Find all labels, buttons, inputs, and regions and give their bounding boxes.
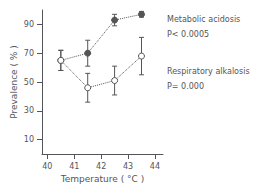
svg-text:10: 10	[24, 135, 34, 144]
svg-text:30: 30	[24, 106, 34, 115]
svg-text:Respiratory alkalosis: Respiratory alkalosis	[167, 67, 250, 76]
svg-text:P= 0.000: P= 0.000	[167, 82, 204, 91]
svg-text:P< 0.0005: P< 0.0005	[167, 30, 209, 39]
svg-text:90: 90	[24, 20, 34, 29]
svg-text:70: 70	[24, 49, 34, 58]
svg-text:42: 42	[96, 162, 106, 171]
svg-text:40: 40	[42, 162, 52, 171]
svg-text:41: 41	[69, 162, 79, 171]
svg-text:Temperature ( °C ): Temperature ( °C )	[60, 174, 144, 184]
svg-text:43: 43	[123, 162, 133, 171]
svg-text:50: 50	[24, 78, 34, 87]
svg-text:Prevalence ( % ): Prevalence ( % )	[9, 45, 19, 119]
svg-text:Metabolic acidosis: Metabolic acidosis	[167, 15, 240, 24]
svg-text:44: 44	[150, 162, 160, 171]
